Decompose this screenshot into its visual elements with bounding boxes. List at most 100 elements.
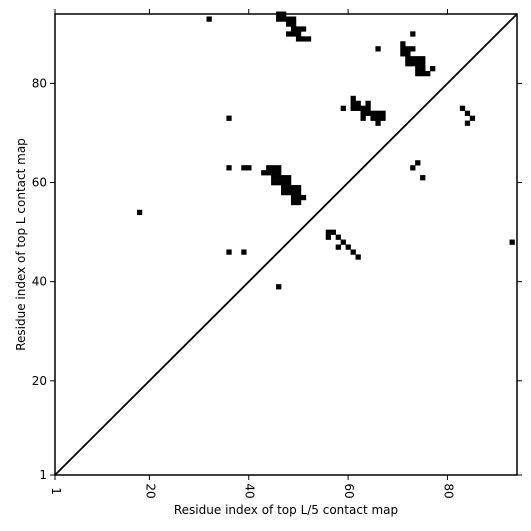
contact-cell [281, 16, 287, 22]
contact-cell [290, 189, 297, 196]
contact-cell [295, 36, 302, 42]
contact-cell [405, 61, 411, 67]
contact-cell [325, 234, 332, 240]
contact-cell [271, 170, 277, 176]
contact-cell [360, 110, 366, 116]
contact-cell [335, 234, 341, 240]
contact-cell [410, 56, 416, 62]
contact-cell [246, 165, 252, 171]
y-tick-label: 60 [32, 176, 47, 190]
contact-cell [266, 165, 272, 171]
contact-cell [355, 100, 361, 107]
contact-cell [295, 189, 302, 196]
contact-cell [370, 110, 376, 116]
contact-cell [261, 170, 267, 176]
contact-cell [405, 51, 411, 57]
contact-cell [290, 26, 297, 32]
contact-cell [350, 105, 356, 111]
x-tick-label: 40 [243, 483, 257, 498]
contact-cell [375, 120, 381, 126]
contact-cell [286, 185, 292, 191]
contact-cell [276, 170, 282, 176]
contact-cell [295, 26, 302, 32]
contact-cell [420, 66, 426, 72]
contact-cell [415, 56, 421, 62]
contact-cell [420, 56, 426, 62]
contact-cell [365, 105, 371, 111]
contact-cell [281, 180, 287, 186]
contact-cell [281, 185, 287, 191]
y-axis: 1 20 40 60 80 [32, 76, 522, 482]
contact-cell [286, 189, 292, 196]
contact-cell [405, 46, 411, 52]
contact-cells [136, 11, 515, 290]
contact-cell [415, 71, 421, 77]
contact-cell [226, 249, 232, 255]
contact-cell [375, 46, 381, 52]
contact-cell [335, 244, 341, 250]
contact-cell [281, 189, 287, 196]
x-tick-label: 80 [441, 483, 455, 498]
contact-cell [415, 66, 421, 72]
contact-cell [300, 36, 307, 42]
contact-cell [400, 41, 406, 47]
contact-cell [350, 100, 356, 107]
contact-cell [375, 115, 381, 121]
contact-cell [365, 100, 371, 107]
y-tick-label: 1 [39, 468, 47, 482]
contact-cell [345, 244, 351, 250]
contact-cell [305, 36, 312, 42]
contact-cell [286, 31, 292, 37]
contact-cell [400, 46, 406, 52]
contact-cell [276, 180, 282, 186]
contact-cell [241, 165, 247, 171]
y-tick-label: 20 [32, 374, 47, 388]
contact-cell [410, 61, 416, 67]
contact-cell [290, 16, 297, 22]
contact-cell [340, 105, 346, 111]
contact-cell [405, 56, 411, 62]
contact-cell [295, 185, 302, 191]
contact-cell [415, 61, 421, 67]
contact-cell [266, 170, 272, 176]
contact-cell [226, 165, 232, 171]
contact-cell [290, 185, 297, 191]
contact-cell [276, 165, 282, 171]
contact-cell [370, 115, 376, 121]
contact-cell [410, 46, 416, 52]
contact-cell [271, 165, 277, 171]
contact-cell [380, 110, 386, 116]
contact-cell [300, 26, 307, 32]
contact-cell [276, 16, 282, 22]
contact-cell [420, 61, 426, 67]
contact-cell [350, 249, 356, 255]
contact-cell [355, 105, 361, 111]
contact-cell [325, 229, 332, 235]
contact-cell [430, 66, 436, 72]
contact-cell [271, 175, 277, 181]
x-tick-label: 1 [49, 487, 63, 495]
contact-cell [509, 239, 515, 245]
contact-cell [295, 31, 302, 37]
contact-cell [300, 194, 307, 201]
contact-cell [281, 175, 287, 181]
diagonal-line [54, 13, 518, 476]
contact-cell [290, 194, 297, 201]
contact-cell [295, 199, 302, 206]
contact-cell [350, 95, 356, 102]
contact-cell [459, 105, 466, 111]
y-tick-label: 80 [32, 76, 47, 90]
contact-cell [290, 31, 297, 37]
contact-cell [271, 180, 277, 186]
contact-cell [136, 209, 143, 216]
contact-cell [464, 110, 471, 116]
contact-cell [415, 160, 421, 166]
contact-cell [400, 51, 406, 57]
contact-cell [241, 249, 247, 255]
contact-cell [365, 110, 371, 116]
y-tick-label: 40 [32, 275, 47, 289]
contact-cell [276, 175, 282, 181]
x-tick-label: 60 [342, 483, 356, 498]
contact-cell [420, 71, 426, 77]
